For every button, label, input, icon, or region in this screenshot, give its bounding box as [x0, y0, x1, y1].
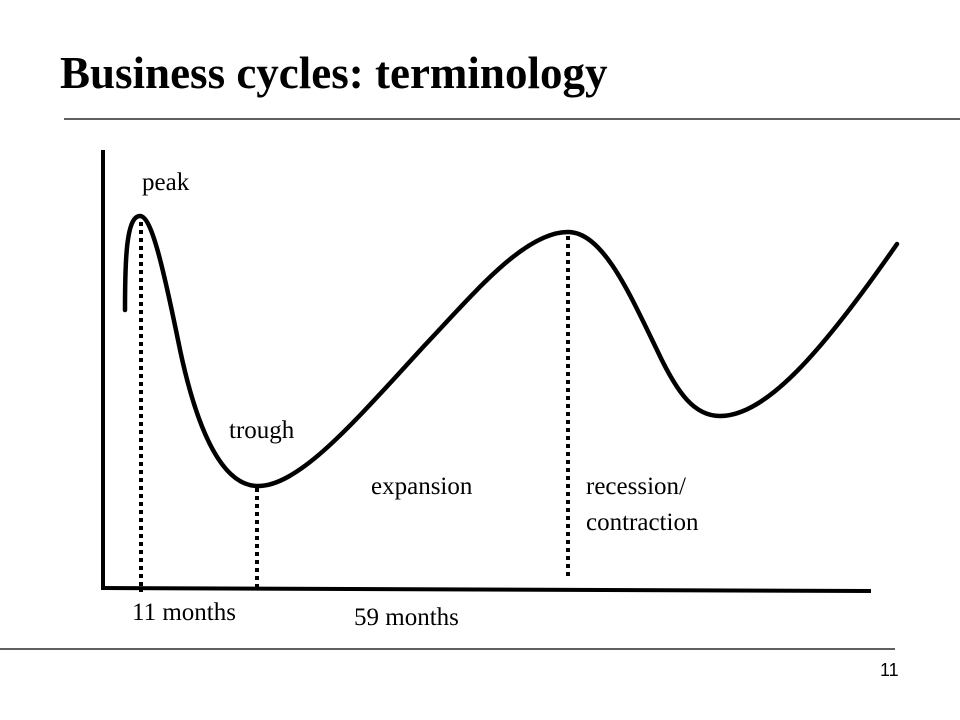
slide-title: Business cycles: terminology	[60, 48, 608, 98]
recession-label: recession/	[586, 473, 686, 500]
expansion-duration-label: 59 months	[354, 604, 459, 631]
contraction-label: contraction	[586, 509, 699, 536]
peak-label: peak	[142, 169, 190, 196]
page-number: 11	[880, 660, 899, 680]
contraction-duration-label: 11 months	[132, 599, 236, 626]
x-axis	[100, 586, 872, 593]
expansion-label: expansion	[371, 473, 473, 500]
trough-label: trough	[229, 417, 295, 444]
business-cycle-curve	[122, 213, 900, 489]
